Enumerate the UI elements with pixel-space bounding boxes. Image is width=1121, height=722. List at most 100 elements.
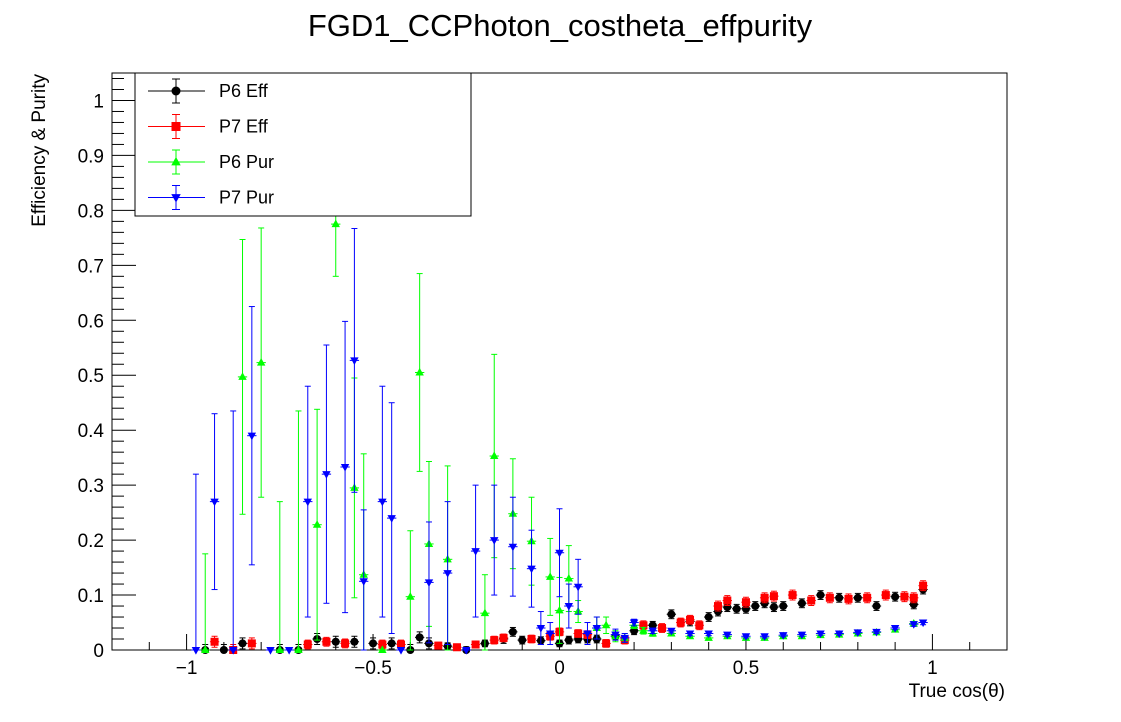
data-point <box>508 626 518 637</box>
marker <box>648 627 657 636</box>
marker <box>378 498 387 507</box>
y-tick-label: 0.1 <box>78 586 104 607</box>
data-point <box>191 473 201 655</box>
data-point <box>741 596 751 608</box>
data-point <box>759 592 770 604</box>
legend-label: P7 Eff <box>219 117 269 137</box>
marker <box>424 579 434 588</box>
marker <box>406 592 415 600</box>
marker <box>807 596 816 605</box>
data-point <box>312 408 322 641</box>
marker <box>574 629 583 638</box>
data-point <box>890 591 900 602</box>
marker <box>658 624 667 633</box>
data-point <box>918 580 928 592</box>
data-point <box>368 637 378 650</box>
x-tick-label: 1 <box>927 658 938 679</box>
data-point <box>704 612 714 622</box>
series-p7-pur <box>191 228 928 655</box>
data-point <box>321 344 332 604</box>
data-point <box>778 632 788 640</box>
marker <box>602 639 611 648</box>
data-point <box>778 601 788 611</box>
marker <box>266 647 275 655</box>
data-point <box>843 593 854 605</box>
x-tick-label: 0 <box>554 658 565 679</box>
legend-marker <box>171 194 181 203</box>
marker <box>536 625 546 633</box>
marker <box>564 636 573 645</box>
marker <box>340 464 350 472</box>
legend-marker <box>171 86 181 96</box>
data-point <box>722 595 732 606</box>
marker <box>294 645 303 653</box>
marker <box>527 635 536 644</box>
legend-marker <box>171 156 181 166</box>
data-point <box>284 647 294 655</box>
data-point <box>480 574 490 651</box>
data-point <box>601 639 611 648</box>
marker <box>397 640 406 649</box>
marker <box>816 591 825 600</box>
y-tick-label: 0.3 <box>78 476 104 497</box>
marker <box>545 630 555 639</box>
marker <box>667 610 676 619</box>
marker <box>490 636 499 645</box>
marker <box>303 498 312 507</box>
legend-label: P6 Eff <box>219 81 269 101</box>
marker <box>741 633 751 641</box>
marker <box>844 594 853 603</box>
data-point <box>815 590 826 600</box>
data-point <box>871 628 882 637</box>
y-tick-label: 0.9 <box>78 146 104 167</box>
marker <box>210 498 219 507</box>
marker <box>686 615 695 624</box>
data-point <box>834 630 844 639</box>
marker <box>769 592 778 601</box>
marker <box>788 591 797 600</box>
marker <box>723 631 732 640</box>
data-point <box>303 639 313 650</box>
data-point <box>899 591 910 603</box>
marker <box>816 630 825 639</box>
marker <box>341 639 350 648</box>
legend-entry: P6 Pur <box>148 149 274 175</box>
legend-entry: P7 Eff <box>148 114 269 139</box>
marker <box>228 647 238 655</box>
marker <box>704 613 713 622</box>
data-point <box>200 553 210 653</box>
data-point <box>387 402 397 635</box>
marker <box>238 639 247 648</box>
data-point <box>685 630 695 639</box>
data-point <box>685 614 695 625</box>
data-point <box>489 635 499 645</box>
marker <box>881 591 890 600</box>
marker <box>872 628 881 637</box>
marker <box>322 471 331 479</box>
data-point <box>610 628 621 641</box>
data-point <box>825 592 835 604</box>
data-point <box>209 413 220 591</box>
marker <box>564 573 574 582</box>
data-point <box>414 631 425 644</box>
data-point <box>564 635 574 645</box>
data-point <box>237 637 248 650</box>
data-point <box>340 638 350 649</box>
marker <box>387 639 396 648</box>
y-tick-label: 0 <box>93 641 104 662</box>
data-point <box>247 306 257 566</box>
data-point <box>909 592 919 604</box>
data-point <box>256 227 266 498</box>
marker <box>648 621 657 630</box>
data-point <box>470 640 481 649</box>
data-point <box>666 627 677 636</box>
marker <box>443 570 452 578</box>
marker <box>583 630 592 639</box>
data-point <box>797 631 807 640</box>
marker <box>378 640 387 649</box>
marker <box>919 581 928 590</box>
data-point <box>769 602 779 613</box>
data-point <box>293 410 304 653</box>
data-point <box>592 616 602 640</box>
